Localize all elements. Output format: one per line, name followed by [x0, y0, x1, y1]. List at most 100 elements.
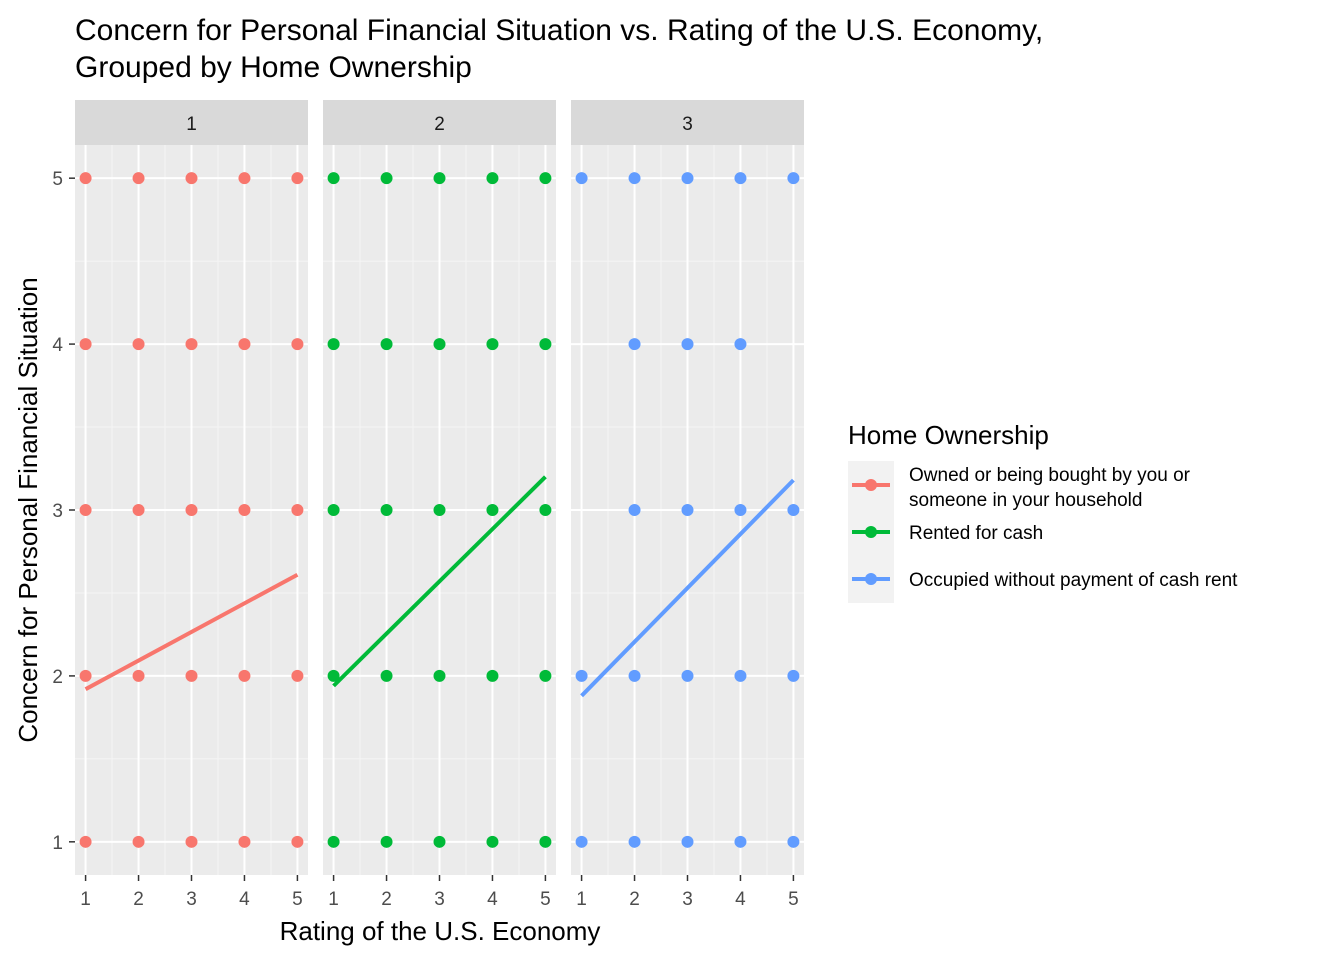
data-point: [132, 669, 145, 682]
data-point: [291, 338, 304, 351]
y-tick-label: 4: [52, 335, 63, 356]
facet-strip-1: [75, 100, 308, 145]
y-tick-label: 1: [52, 833, 63, 854]
x-tick-label: 3: [186, 889, 197, 910]
data-point: [787, 504, 800, 516]
data-point: [380, 504, 393, 516]
facet-strip-label: 1: [186, 114, 197, 135]
data-point: [486, 172, 499, 185]
data-point: [327, 172, 340, 185]
data-point: [433, 835, 446, 848]
data-point: [238, 172, 251, 185]
data-point: [433, 504, 446, 516]
data-point: [681, 835, 694, 848]
data-point: [79, 504, 92, 516]
chart-title-line-2: Grouped by Home Ownership: [75, 51, 472, 84]
x-tick-label: 2: [629, 889, 640, 910]
data-point: [681, 338, 694, 351]
y-tick-label: 5: [52, 169, 63, 190]
data-point: [238, 504, 251, 516]
regression-line: [332, 475, 547, 688]
chart-title: Concern for Personal Financial Situation…: [75, 14, 1043, 84]
data-point: [327, 669, 340, 682]
legend-entries: Owned or being bought by you or someone i…: [848, 461, 1238, 603]
data-point: [79, 669, 92, 682]
data-point: [238, 835, 251, 848]
data-point: [185, 669, 198, 682]
x-tick-label: 4: [735, 889, 746, 910]
x-tick-label: 4: [239, 889, 250, 910]
facet-strip-2: [323, 100, 556, 145]
legend-entry-3: Occupied without payment of cash rent: [848, 555, 1238, 603]
x-tick-label: 3: [682, 889, 693, 910]
y-axis: 1 2 3 4 5: [52, 169, 75, 854]
data-point: [486, 835, 499, 848]
data-point: [79, 835, 92, 848]
facet-panel-2: 2 1 2 3 4 5: [323, 100, 556, 910]
data-point: [628, 835, 641, 848]
data-point: [238, 338, 251, 351]
data-point: [433, 669, 446, 682]
data-point: [734, 504, 747, 516]
data-point: [79, 172, 92, 185]
data-point: [380, 172, 393, 185]
facet-strip-label: 2: [434, 114, 445, 135]
legend-label: someone in your household: [909, 490, 1142, 511]
data-point: [185, 504, 198, 516]
data-point: [734, 835, 747, 848]
data-point: [433, 338, 446, 351]
data-point: [291, 504, 304, 516]
legend-label: Owned or being bought by you or: [909, 465, 1191, 486]
data-point: [185, 835, 198, 848]
chart-title-line-1: Concern for Personal Financial Situation…: [75, 14, 1043, 47]
data-point: [539, 172, 552, 185]
data-point: [327, 338, 340, 351]
data-point: [628, 669, 641, 682]
x-tick-label: 2: [381, 889, 392, 910]
data-point: [628, 338, 641, 351]
data-point: [380, 669, 393, 682]
facet-strip-3: [571, 100, 804, 145]
regression-line: [580, 478, 795, 698]
data-point: [380, 338, 393, 351]
data-point: [787, 172, 800, 185]
data-point: [681, 669, 694, 682]
data-point: [628, 172, 641, 185]
legend-entry-1: Owned or being bought by you or someone i…: [848, 461, 1191, 511]
facet-strip-label: 3: [682, 114, 693, 135]
data-point: [327, 504, 340, 516]
y-axis-label: Concern for Personal Financial Situation: [13, 277, 43, 742]
data-point: [185, 338, 198, 351]
legend-key-point: [865, 479, 877, 491]
data-point: [681, 504, 694, 516]
data-point: [787, 835, 800, 848]
legend-key-point: [865, 526, 877, 538]
data-point: [238, 669, 251, 682]
data-point: [132, 338, 145, 351]
x-tick-label: 1: [328, 889, 339, 910]
x-tick-label: 5: [540, 889, 551, 910]
x-tick-label: 5: [292, 889, 303, 910]
legend: Home Ownership Owned or being bought by …: [848, 420, 1238, 603]
legend-key-point: [865, 573, 877, 585]
data-point: [539, 504, 552, 516]
data-point: [575, 835, 588, 848]
x-tick-label: 1: [576, 889, 587, 910]
data-point: [132, 835, 145, 848]
data-point: [433, 172, 446, 185]
facet-panel-3: 3 1 2 3 4 5: [571, 100, 804, 910]
data-point: [291, 835, 304, 848]
data-point: [486, 669, 499, 682]
data-point: [132, 504, 145, 516]
facet-panels: 1 1 2 3 4 5 2 1 2 3 4 5 3 1 2 3 4 5: [75, 100, 804, 910]
data-point: [539, 669, 552, 682]
data-point: [291, 669, 304, 682]
data-point: [734, 669, 747, 682]
y-tick-label: 2: [52, 667, 63, 688]
x-axis-label: Rating of the U.S. Economy: [280, 916, 601, 946]
x-tick-label: 1: [80, 889, 91, 910]
data-point: [132, 172, 145, 185]
legend-title: Home Ownership: [848, 420, 1049, 450]
data-point: [734, 338, 747, 351]
